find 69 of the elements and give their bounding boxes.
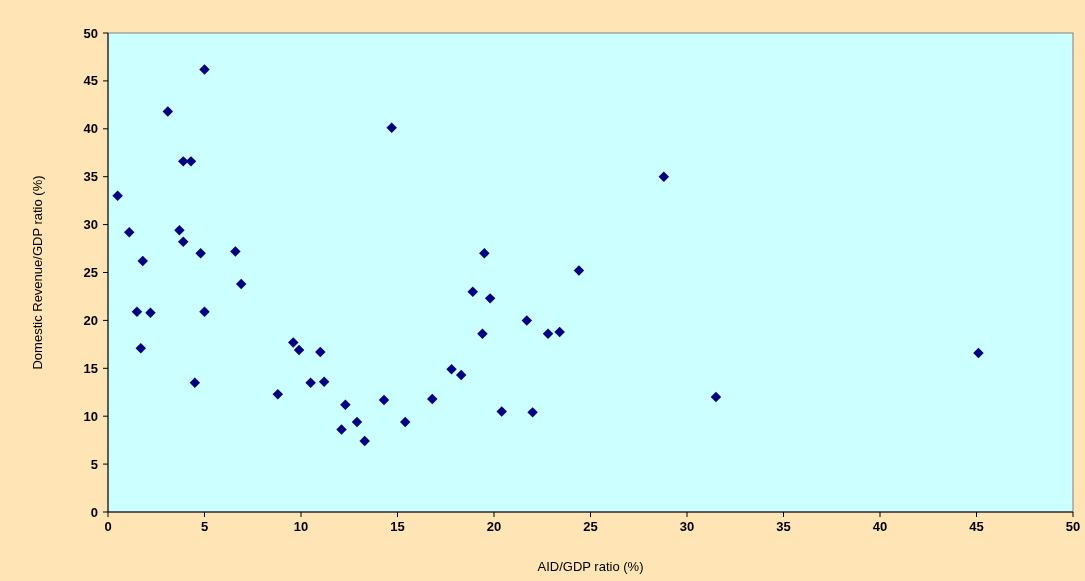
y-tick-label: 35 [83,169,98,185]
point [123,227,135,238]
point [484,293,496,304]
point [162,106,174,117]
x-tick-label: 5 [200,519,209,534]
x-tick-label: 40 [872,519,888,534]
point [293,344,305,356]
x-tick-label: 10 [293,519,309,534]
point [477,328,488,340]
y-tick-label: 5 [90,456,98,472]
y-tick-label: 40 [83,121,98,137]
point [446,364,457,375]
x-tick-label: 25 [583,519,598,534]
point [467,286,479,297]
point [131,306,143,318]
x-tick-label: 20 [486,519,502,534]
point [973,347,984,359]
x-axis-title: AID/GDP ratio (%) [537,559,644,574]
point [496,406,507,417]
x-tick-label: 15 [390,519,405,534]
point [230,246,241,257]
point [137,255,148,267]
point [542,328,554,340]
point [554,326,565,338]
point [112,190,123,202]
point [178,236,189,248]
point [288,337,299,348]
point [427,393,438,405]
point [658,171,670,182]
point [315,346,326,358]
x-tick-label: 45 [969,519,984,534]
x-tick-label: 50 [1065,519,1081,534]
point [527,407,538,418]
point [145,307,156,318]
y-tick-label: 20 [83,312,98,328]
point [359,435,370,447]
point [521,315,533,326]
point [336,424,347,435]
point [272,388,284,400]
y-tick-label: 10 [83,408,98,424]
x-tick-label: 35 [776,519,791,534]
y-axis-title: Domestic Revenue/GDP ratio (%) [30,175,45,370]
point [235,278,247,290]
y-tick-label: 15 [83,360,98,376]
y-tick-label: 50 [83,25,98,41]
point [199,64,210,75]
point [479,248,490,259]
point [174,225,185,236]
y-tick-label: 30 [83,217,98,233]
point [386,122,397,134]
point [189,377,201,388]
point [178,156,189,167]
point [351,416,363,428]
y-tick-label: 45 [83,73,98,89]
point [318,376,330,387]
x-tick-label: 0 [104,519,112,534]
point [573,265,585,276]
y-tick-label: 25 [83,265,98,281]
point [195,248,206,259]
point [455,369,467,381]
point [199,306,210,318]
point [305,377,316,388]
point [135,342,147,354]
point [340,399,351,410]
point [378,394,390,406]
y-tick-label: 0 [90,504,98,520]
point [710,391,722,403]
point [399,416,411,428]
x-tick-label: 30 [679,519,695,534]
